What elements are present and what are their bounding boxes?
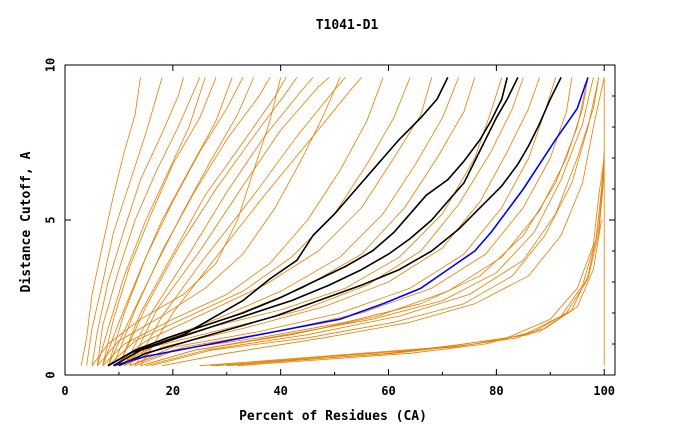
y-tick-label-5: 5 bbox=[44, 216, 58, 223]
series-line-highlight-black-42 bbox=[113, 77, 519, 367]
series-line-other-15 bbox=[140, 77, 362, 366]
series-line-other-11 bbox=[118, 77, 298, 366]
tick-layer: 0 20 40 60 80 100 0 5 10 bbox=[44, 58, 616, 398]
series-line-other-5 bbox=[102, 77, 217, 366]
series-line-other-19 bbox=[107, 77, 411, 366]
series-line-other-12 bbox=[123, 77, 314, 366]
series-line-other-25 bbox=[124, 77, 540, 367]
series-line-other-18 bbox=[102, 77, 384, 366]
series-line-other-1 bbox=[86, 77, 163, 366]
series-line-other-29 bbox=[145, 77, 600, 367]
x-tick-label-60: 60 bbox=[381, 384, 395, 398]
x-axis-label: Percent of Residues (CA) bbox=[239, 409, 427, 424]
plot-frame bbox=[64, 64, 616, 376]
series-line-other-0 bbox=[80, 77, 141, 366]
y-tick-label-10: 10 bbox=[44, 58, 58, 72]
series-layer bbox=[80, 77, 605, 367]
series-line-other-32 bbox=[151, 77, 600, 367]
x-tick-label-100: 100 bbox=[593, 384, 615, 398]
series-line-other-23 bbox=[113, 77, 503, 367]
chart-title: T1041-D1 bbox=[316, 18, 379, 33]
series-line-other-9 bbox=[113, 77, 271, 366]
series-line-other-35 bbox=[215, 151, 605, 367]
series-line-other-8 bbox=[107, 77, 255, 366]
series-line-other-17 bbox=[97, 77, 341, 366]
series-line-highlight-black-40 bbox=[107, 77, 449, 367]
series-line-other-20 bbox=[113, 77, 433, 367]
series-line-highlight-blue-44 bbox=[113, 77, 589, 367]
series-line-other-34 bbox=[199, 157, 605, 367]
series-line-other-3 bbox=[97, 77, 201, 366]
x-tick-label-0: 0 bbox=[61, 384, 68, 398]
x-tick-label-20: 20 bbox=[166, 384, 180, 398]
y-tick-label-0: 0 bbox=[44, 371, 58, 378]
series-line-other-26 bbox=[129, 77, 557, 367]
series-line-other-7 bbox=[107, 77, 244, 366]
series-line-other-33 bbox=[162, 77, 605, 367]
y-axis-label: Distance Cutoff, A bbox=[19, 151, 34, 292]
series-line-other-31 bbox=[140, 77, 594, 367]
x-tick-label-80: 80 bbox=[489, 384, 503, 398]
series-line-other-30 bbox=[129, 77, 589, 367]
series-line-other-37 bbox=[210, 164, 605, 367]
series-line-other-6 bbox=[102, 77, 233, 366]
series-line-other-10 bbox=[118, 77, 287, 366]
series-line-highlight-black-43 bbox=[118, 77, 562, 367]
x-tick-label-40: 40 bbox=[273, 384, 287, 398]
series-line-other-4 bbox=[97, 77, 206, 366]
series-line-other-2 bbox=[91, 77, 184, 366]
series-line-other-16 bbox=[91, 77, 282, 366]
series-line-other-38 bbox=[237, 219, 602, 367]
series-line-highlight-black-41 bbox=[107, 77, 508, 367]
series-line-other-24 bbox=[118, 77, 524, 367]
